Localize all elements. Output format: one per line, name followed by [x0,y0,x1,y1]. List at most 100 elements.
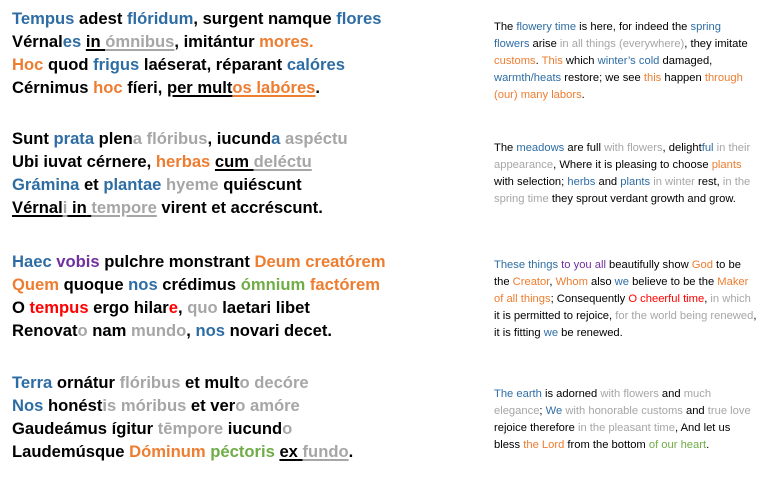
translation-text-segment: much elegance [494,388,712,417]
translation-text-segment: it is permitted to rejoice, [494,310,616,322]
latin-text-segment: fundo [302,442,349,461]
latin-text-segment: prata [53,129,95,148]
latin-line: Nos honéstis móribus et vero amóre [12,394,452,417]
latin-text-segment: a [132,129,143,148]
translation-block-3: These things to you all beautifully show… [494,257,759,342]
translation-text-segment: this [643,72,662,84]
latin-stanza-3: Haec vobis pulchre monstrant Deum creató… [12,250,452,342]
latin-text-segment: flóridum [126,9,194,28]
translation-text-segment: customs [494,55,536,67]
translation-text-segment: of our heart [648,439,707,451]
translation-text-segment: and [658,388,684,400]
latin-text-segment: quo [187,298,218,317]
latin-text-segment: quiéscunt [218,175,302,194]
translation-text-segment: , [704,293,711,305]
translation-text-segment: herbs [567,176,596,188]
translation-block-1: The flowery time is here, for indeed the… [494,19,759,104]
latin-text-segment: laéserat, réparant [139,55,287,74]
latin-text-segment: tempus [29,298,89,317]
translation-text-segment: God [691,259,713,271]
translation-text-segment: which [562,55,598,67]
latin-text-segment: et [79,175,104,194]
latin-text-segment: O [12,298,30,317]
translation-text-segment: with flowers [600,388,659,400]
latin-text-segment: e [168,298,179,317]
latin-text-segment: Laudemúsque [12,442,130,461]
latin-text-segment: virent et accréscunt. [156,198,323,217]
latin-text-segment: móribus [120,396,187,415]
latin-line: Cérnimus hoc fíeri, per multos labóres. [12,76,452,99]
latin-text-segment: Ubi iuvat cérnere, [12,152,156,171]
translation-text-segment: flowery time [516,21,577,33]
latin-line: Gaudeámus ígitur tēmpore iucundo [12,417,452,440]
latin-line: Ubi iuvat cérnere, herbas cum deléctu [12,150,452,173]
latin-stanza-1: Tempus adest flóridum, surgent namque fl… [12,7,452,99]
latin-text-segment: calóres [286,55,345,74]
translation-text-segment: , they imitate [684,38,748,50]
latin-text-segment: os labóres [232,78,316,97]
translation-text-segment: rest, [694,176,723,188]
latin-line: Quem quoque nos crédimus ómnium factórem [12,273,452,296]
latin-text-segment: Gaudeámus ígitur [12,419,158,438]
latin-text-segment: iucund [223,419,283,438]
latin-text-segment: plen [94,129,133,148]
latin-text-segment: nos [128,275,158,294]
latin-text-segment: i [62,198,68,217]
latin-line: Terra ornátur flóribus et multo decóre [12,371,452,394]
latin-text-segment: flóribus [146,129,208,148]
latin-text-segment: tempore [91,198,157,217]
latin-text-segment: crédimus [157,275,241,294]
latin-text-segment: , surgent namque [193,9,337,28]
translation-text-segment: is adorned [541,388,601,400]
latin-text-segment: herbas [155,152,211,171]
latin-text-segment: Quem [12,275,60,294]
translation-text-segment: , [549,276,556,288]
translation-text-segment: they sprout verdant growth and grow. [548,193,736,205]
latin-text-segment: quoque [59,275,129,294]
latin-line: O tempus ergo hilare, quo laetari libet [12,296,452,319]
latin-text-segment: deléctu [253,152,312,171]
latin-stanza-4: Terra ornátur flóribus et multo decóre No… [12,371,452,463]
translation-text-segment: The [494,142,517,154]
latin-text-segment: hyeme [166,175,219,194]
latin-text-segment: plantae [103,175,162,194]
translation-text-segment: with honorable customs [565,405,683,417]
latin-text-segment: frigus [93,55,140,74]
latin-text-segment: , [178,298,188,317]
latin-text-segment: es [62,32,82,51]
latin-text-segment: Sunt [12,129,54,148]
translation-text-segment: plants [620,176,651,188]
latin-text-segment: ornátur [52,373,120,392]
latin-text-segment: hoc [93,78,123,97]
translation-text-segment: through (our) many labors [494,72,743,101]
translation-text-segment: is here, for indeed the [576,21,691,33]
latin-text-segment: in [85,32,101,51]
latin-text-segment: Grámina [12,175,80,194]
latin-text-segment: mores. [259,32,314,51]
latin-text-segment: . [315,78,321,97]
latin-text-segment: cum [214,152,250,171]
translation-text-segment: O cheerful time [628,293,705,305]
translation-text-segment: . [535,55,542,67]
latin-text-segment: vobis [56,252,100,271]
latin-text-segment: aspéctu [284,129,348,148]
latin-text-segment: Terra [12,373,53,392]
latin-text-segment: Hoc [12,55,44,74]
latin-text-segment: , imitántur [174,32,260,51]
latin-text-segment: Haec [12,252,52,271]
translation-text-segment: rejoice therefore [494,422,578,434]
translation-text-segment: ; [539,405,546,417]
translation-text-segment: be renewed. [558,327,623,339]
latin-text-segment: Nos [12,396,44,415]
latin-text-segment: amóre [249,396,300,415]
translation-text-segment: in the spring time [494,176,751,205]
latin-text-segment: Tempus [12,9,75,28]
translation-text-segment: with flowers [604,142,663,154]
translation-text-segment: for the world being renewed [615,310,754,322]
latin-text-segment: laetari libet [217,298,310,317]
latin-text-segment: et ver [186,396,236,415]
latin-text-segment: nam [87,321,131,340]
latin-line: Renovato nam mundo, nos novari decet. [12,319,452,342]
latin-text-segment: Dóminum [129,442,206,461]
